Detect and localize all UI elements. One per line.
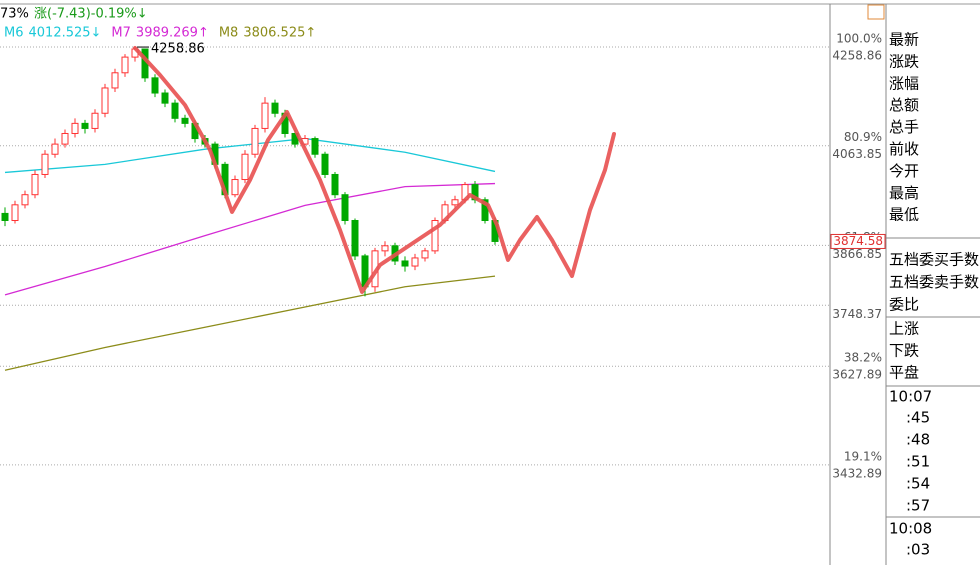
candle-body [351,220,359,257]
candle-body [21,194,29,206]
plot-area [0,46,830,466]
depth-field: 五档委卖手数 [889,273,979,291]
legend-name: M6 [4,26,24,41]
level-pct-label: 100.0% [836,32,882,46]
candle-body [61,132,69,145]
candle-body [81,122,89,129]
level-pct-label: 80.9% [844,130,882,144]
headline: 73% [0,7,29,22]
quote-field: 前收 [889,140,919,158]
panel-toggle[interactable] [867,4,885,20]
candle-body [181,117,189,124]
level-price-label: 3432.89 [832,466,882,480]
legend-value: 3989.269↑ [136,26,209,41]
last-price-box [830,233,886,249]
candle-body [41,153,49,175]
breadth-field: 下跌 [889,342,919,360]
legend-name: M7 [111,26,131,41]
legend-name: M8 [219,26,239,41]
candle-body [101,87,109,114]
candle-body [401,260,409,267]
candle-body [161,92,169,104]
trade-time: :45 [906,409,930,427]
quote-field: 最高 [889,184,919,202]
quote-field: 涨幅 [889,74,919,92]
breadth-field: 平盘 [889,364,919,382]
candle-body [51,143,59,155]
trade-time: :51 [906,453,930,471]
candle-body [451,199,459,206]
candle-body [91,112,99,129]
trade-time: 10:08 [889,520,932,538]
candle-body [11,204,19,222]
moving-average [4,137,496,174]
change-text: 涨(-7.43)-0.19%↓ [34,7,148,22]
level-price-label: 4063.85 [832,147,882,161]
quote-field: 最低 [889,206,919,224]
breadth-field: 上涨 [889,320,919,338]
hand-drawn-annotation [133,46,616,294]
candle-body [231,179,239,196]
quote-field: 总额 [889,96,919,114]
candle-body [151,77,159,94]
candle-body [311,138,319,155]
candle-body [331,173,339,196]
candle-body [251,127,259,155]
level-price-label: 3866.85 [832,247,882,261]
candle-body [321,153,329,175]
candle-body [481,199,489,222]
level-pct-label: 38.2% [844,351,882,365]
candle-body [241,153,249,181]
candle-body [171,102,179,119]
candle-body [31,173,39,196]
candle-body [1,212,9,222]
candle-body [111,72,119,89]
high-label: 4258.86 [151,42,205,57]
candle-body [271,102,279,114]
trade-time: :03 [906,541,930,559]
candle-body [431,220,439,252]
candle-body [261,102,269,129]
trade-time: :54 [906,475,930,493]
moving-average [4,275,496,371]
level-price-label: 4258.86 [832,49,882,63]
candle-body [341,194,349,222]
candle-body [381,245,389,252]
legend-value: 3806.525↑ [243,26,316,41]
candle-body [411,257,419,267]
depth-field: 委比 [889,296,919,314]
candle-body [121,56,129,74]
moving-average [4,182,496,296]
quote-field: 涨跌 [889,52,919,70]
level-pct-label: 19.1% [844,449,882,463]
quote-field: 今开 [889,162,919,180]
level-price-label: 3748.37 [832,307,882,321]
trade-time: :48 [906,431,930,449]
candle-body [71,122,79,134]
depth-field: 五档委买手数 [889,251,979,269]
trade-time: 10:07 [889,388,932,406]
legend-value: 4012.525↓ [29,26,102,41]
quote-field: 最新 [889,31,919,49]
level-price-label: 3627.89 [832,368,882,382]
trade-time: :57 [906,497,930,515]
last-price-label: 3874.58 [833,234,883,248]
candle-body [421,250,429,259]
quote-field: 总手 [889,118,919,136]
